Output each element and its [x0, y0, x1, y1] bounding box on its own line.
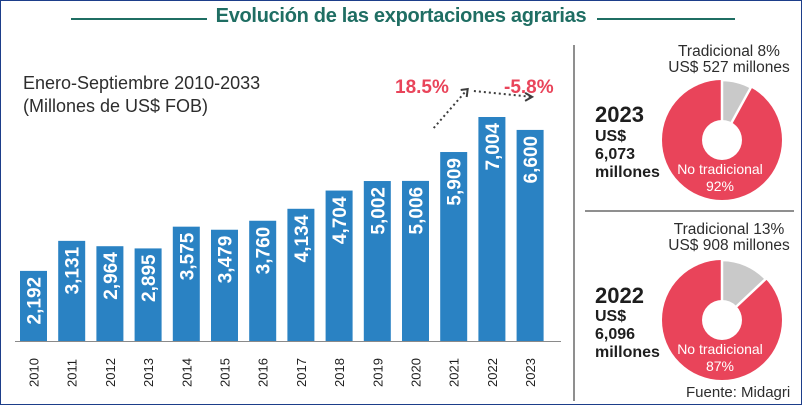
growth-arrow-2022 [432, 88, 469, 129]
x-tick-label-2020: 2020 [409, 358, 424, 387]
growth-label-2023: -5.8% [504, 77, 554, 98]
bar-value-label-2019: 5,002 [368, 187, 389, 235]
source-note: Fuente: Midagri [686, 384, 791, 401]
bar-value-label-2017: 4,134 [292, 214, 313, 262]
bar-2011 [58, 240, 86, 341]
bar-value-label-2016: 3,760 [254, 227, 275, 275]
bar-2014 [172, 226, 200, 341]
traditional-amount-2023: US$ 527 millones [668, 59, 790, 76]
x-tick-label-2014: 2014 [179, 358, 194, 387]
bar-2013 [134, 248, 162, 341]
panel-divider-horizontal [585, 210, 794, 212]
panel-year-2022: 2022 [595, 283, 644, 308]
non-traditional-text-2022: No tradicional [677, 341, 763, 357]
x-tick-label-2019: 2019 [370, 358, 385, 387]
chart-subtitle-units: (Millones de US$ FOB) [23, 96, 209, 116]
x-tick-label-2017: 2017 [294, 358, 309, 387]
donut-hole-2022 [702, 300, 742, 340]
traditional-label-2022: Tradicional 13% US$ 908 millones [649, 222, 804, 254]
bar-2012 [96, 246, 124, 341]
bar-value-label-2022: 7,004 [483, 123, 504, 171]
x-tick-label-2016: 2016 [256, 358, 271, 387]
bar-2019 [363, 181, 391, 341]
bar-value-label-2020: 5,006 [407, 187, 428, 235]
donut-chart-2023 [662, 78, 782, 200]
bar-2020 [402, 180, 429, 341]
title-rule-right [597, 18, 735, 20]
x-tick-label-2011: 2011 [65, 359, 80, 387]
bar-value-label-2012: 2,964 [101, 252, 122, 300]
x-tick-label-2013: 2013 [141, 358, 156, 387]
traditional-pct-2023: Tradicional 8% [678, 43, 780, 60]
bar-2023 [516, 129, 544, 341]
page-title: Evolución de las exportaciones agrarias [215, 5, 587, 27]
amount-unit-2023: millones [595, 164, 660, 181]
growth-arrowhead-2022 [460, 87, 469, 98]
non-traditional-pct-2022: 87% [705, 358, 735, 374]
traditional-label-2023: Tradicional 8% US$ 527 millones [649, 44, 804, 76]
panel-amount-2022: US$ 6,096 millones [595, 308, 660, 362]
traditional-pct-2022: Tradicional 13% [673, 221, 785, 238]
chart-subtitle-period: Enero-Septiembre 2010-2033 [23, 73, 261, 93]
bar-value-label-2013: 2,895 [139, 254, 160, 302]
donut-hole-2023 [702, 120, 742, 160]
bar-2010 [20, 270, 47, 341]
x-tick-label-2021: 2021 [447, 358, 462, 387]
x-tick-label-2010: 2010 [27, 358, 42, 387]
non-traditional-pct-2023: 92% [705, 178, 735, 194]
growth-label-2022: 18.5% [395, 77, 449, 98]
bar-value-label-2023: 6,600 [521, 136, 542, 184]
bar-value-label-2011: 3,131 [63, 246, 84, 294]
bar-2017 [287, 208, 315, 341]
bar-2021 [440, 152, 468, 341]
non-traditional-label-2022: No tradicional 87% [660, 341, 780, 375]
non-traditional-text-2023: No tradicional [677, 161, 763, 177]
x-tick-label-2023: 2023 [523, 358, 538, 387]
bar-2022 [478, 117, 506, 341]
growth-arrowhead-2023 [524, 92, 535, 102]
amount-value-2022: 6,096 [595, 326, 636, 343]
bar-value-label-2021: 5,909 [445, 158, 466, 206]
amount-currency-2023: US$ [595, 128, 627, 145]
traditional-amount-2022: US$ 908 millones [668, 237, 790, 254]
bar-2016 [249, 220, 277, 341]
x-tick-label-2015: 2015 [218, 358, 233, 387]
amount-unit-2022: millones [595, 344, 660, 361]
bar-value-label-2015: 3,479 [216, 236, 237, 284]
bar-value-label-2014: 3,575 [177, 232, 198, 280]
donut-chart-2022 [662, 258, 782, 380]
non-traditional-label-2023: No tradicional 92% [660, 161, 780, 195]
x-tick-label-2022: 2022 [485, 358, 500, 387]
panel-divider-vertical [573, 45, 575, 401]
bar-value-label-2010: 2,192 [25, 277, 46, 325]
x-tick-label-2018: 2018 [332, 358, 347, 387]
bar-2015 [211, 229, 238, 341]
bar-2018 [325, 190, 353, 341]
amount-currency-2022: US$ [595, 308, 627, 325]
panel-year-2023: 2023 [595, 102, 644, 127]
amount-value-2023: 6,073 [595, 146, 636, 163]
bar-value-label-2018: 4,704 [330, 196, 351, 244]
panel-amount-2023: US$ 6,073 millones [595, 128, 660, 182]
x-tick-label-2012: 2012 [103, 358, 118, 387]
title-rule-left [71, 18, 207, 20]
bar-chart: 2,192 2010 3,131 2011 2,964 2012 2,895 2013 3,57… [15, 87, 561, 387]
